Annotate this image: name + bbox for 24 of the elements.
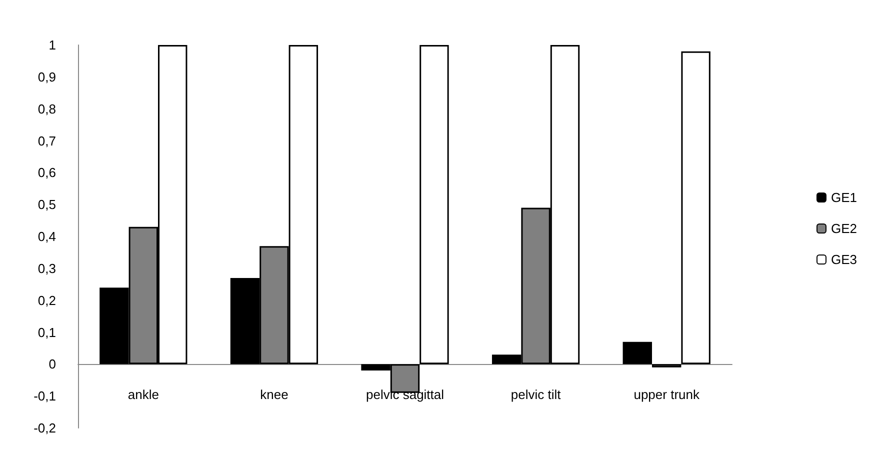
y-tick-label: 0,6 [38, 165, 56, 180]
x-tick-label: pelvic sagittal [366, 387, 444, 402]
y-tick-label: 0,1 [38, 324, 56, 340]
y-tick-label: 0,7 [38, 133, 56, 148]
y-tick-label: 0,4 [38, 229, 56, 244]
x-tick-label: pelvic tilt [510, 387, 562, 402]
y-tick-label: 1 [48, 38, 56, 52]
legend-label: GE2 [830, 221, 858, 236]
y-tick-label: -0,2 [34, 420, 56, 436]
y-tick-label: 0,8 [38, 101, 56, 116]
bar [420, 45, 449, 364]
y-tick-label: 0,5 [38, 197, 56, 212]
y-tick-label: 0,3 [38, 260, 56, 276]
x-tick-label: knee [260, 387, 288, 402]
bar [622, 342, 652, 364]
y-tick-label: 0,9 [38, 69, 56, 84]
x-tick-label: ankle [128, 387, 159, 402]
y-tick-label: -0,1 [34, 388, 56, 404]
bar [681, 51, 710, 364]
y-tick-label: 0,2 [38, 292, 56, 308]
legend-label: GE1 [830, 190, 858, 205]
x-tick-label: upper trunk [634, 387, 700, 402]
legend-label: GE3 [830, 252, 858, 267]
y-tick-label: 0 [48, 356, 56, 372]
